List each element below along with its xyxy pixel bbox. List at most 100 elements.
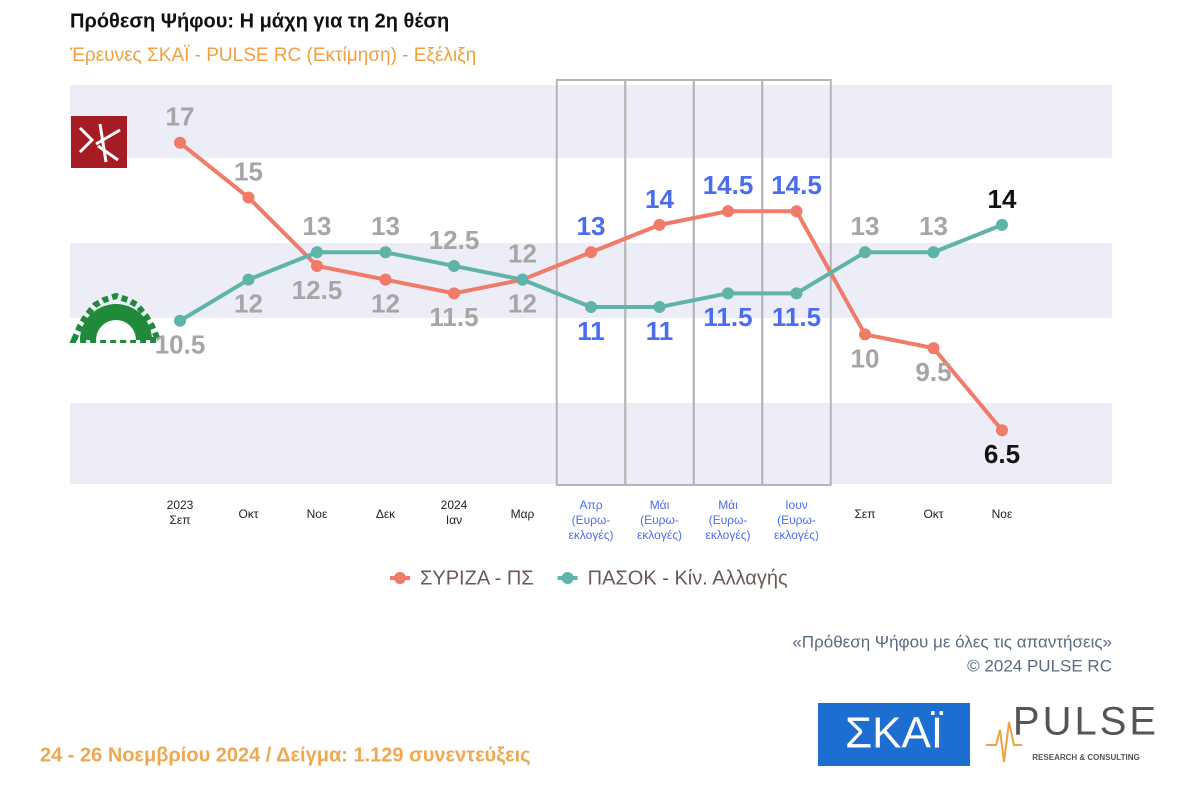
point <box>859 246 871 259</box>
x-tick-line: Νοε <box>307 507 328 521</box>
x-tick-line: Μάι <box>718 498 738 512</box>
point <box>311 259 323 272</box>
value-label: 12 <box>371 289 400 319</box>
x-tick-line: (Ευρω- <box>777 513 816 527</box>
x-tick-label: Δεκ <box>376 507 396 521</box>
x-tick-label: 2023 Σεπ <box>167 498 194 527</box>
value-label: 12.5 <box>292 275 343 305</box>
syriza-logo <box>71 116 127 168</box>
value-label: 13 <box>577 211 606 241</box>
note: © 2024 PULSE RC <box>967 656 1112 675</box>
legend-label: ΠΑΣΟΚ - Κίν. Αλλαγής <box>588 567 788 589</box>
x-tick-line: Οκτ <box>923 507 943 521</box>
value-label: 12 <box>508 289 537 319</box>
value-label: 9.5 <box>915 357 951 387</box>
legend-marker <box>394 572 406 584</box>
value-label: 12 <box>508 239 537 269</box>
x-tick-line: (Ευρω- <box>709 513 748 527</box>
point <box>790 287 803 300</box>
value-label: 13 <box>303 211 332 241</box>
x-tick-line: Οκτ <box>238 507 258 521</box>
point <box>996 218 1008 231</box>
x-tick-line: Σεπ <box>854 507 875 521</box>
point <box>311 246 323 259</box>
x-tick-line: εκλογές) <box>706 528 751 542</box>
x-tick-line: εκλογές) <box>774 528 819 542</box>
value-label: 12.5 <box>429 225 480 255</box>
pulse-icon <box>986 721 1022 763</box>
x-tick-label: Οκτ <box>923 507 943 521</box>
point <box>174 136 186 149</box>
logo-text: RESEARCH & CONSULTING <box>1032 753 1139 762</box>
skai-logo <box>818 703 970 766</box>
value-label: 17 <box>166 102 195 132</box>
value-label: 10.5 <box>155 330 206 360</box>
value-label: 14 <box>645 184 674 214</box>
value-label: 11.5 <box>703 302 752 332</box>
x-tick-label: Οκτ <box>238 507 258 521</box>
chart-title: Πρόθεση Ψήφου: Η μάχη για τη 2η θέση <box>70 10 449 32</box>
x-tick-line: (Ευρω- <box>640 513 679 527</box>
point <box>927 342 940 355</box>
legend-marker <box>561 572 574 584</box>
logo-text: PULSE <box>1013 700 1159 744</box>
logo-text: ΣΚΑΪ <box>845 709 944 758</box>
x-tick-line: Νοε <box>992 507 1013 521</box>
x-tick-line: εκλογές) <box>637 528 682 542</box>
x-tick-line: Σεπ <box>169 513 190 527</box>
point <box>516 273 529 286</box>
x-tick-line: Δεκ <box>376 507 396 521</box>
point <box>379 246 392 259</box>
note: «Πρόθεση Ψήφου με όλες τις απαντήσεις» <box>792 632 1112 651</box>
value-label: 13 <box>851 211 880 241</box>
point <box>722 205 734 218</box>
x-tick-label: Νοε <box>307 507 328 521</box>
point <box>174 314 186 327</box>
x-tick-line: (Ευρω- <box>572 513 611 527</box>
footer: 24 - 26 Νοεμβρίου 2024 / Δείγμα: 1.129 σ… <box>40 744 531 766</box>
x-tick-line: Μάι <box>650 498 670 512</box>
value-label: 10 <box>851 343 880 373</box>
point <box>859 328 871 341</box>
point <box>448 259 460 272</box>
value-label: 12 <box>234 289 263 319</box>
point <box>585 246 597 259</box>
point <box>448 287 460 300</box>
point <box>585 301 597 314</box>
x-tick-line: 2023 <box>167 498 194 512</box>
point <box>242 273 255 286</box>
value-label: 14.5 <box>771 170 822 200</box>
x-tick-label: Απρ (Ευρω-εκλογές) <box>569 498 614 542</box>
value-label: 14.5 <box>703 170 754 200</box>
value-label: 6.5 <box>984 439 1020 469</box>
x-tick-label: Ιουν (Ευρω-εκλογές) <box>774 498 819 542</box>
point <box>927 246 940 259</box>
x-tick-line: εκλογές) <box>569 528 614 542</box>
value-label: 14 <box>988 184 1017 214</box>
point <box>996 424 1008 437</box>
band <box>70 403 1112 484</box>
value-label: 13 <box>371 211 400 241</box>
point <box>653 218 666 231</box>
x-tick-label: 2024 Ιαν <box>441 498 468 527</box>
value-label: 11 <box>577 316 605 346</box>
x-tick-label: Σεπ <box>854 507 875 521</box>
x-tick-label: Νοε <box>992 507 1013 521</box>
x-tick-line: 2024 <box>441 498 468 512</box>
chart-subtitle: Έρευνες ΣΚΑΪ - PULSE RC (Εκτίμηση) - Εξέ… <box>69 45 476 66</box>
value-label: 11 <box>646 316 674 346</box>
period-box <box>761 79 832 486</box>
legend-label: ΣΥΡΙΖΑ - ΠΣ <box>420 567 534 589</box>
pasok-logo <box>69 292 163 343</box>
point <box>379 273 392 286</box>
x-tick-label: Μάι (Ευρω-εκλογές) <box>706 498 751 542</box>
value-label: 11.5 <box>772 302 821 332</box>
value-label: 11.5 <box>429 302 478 332</box>
point <box>790 205 803 218</box>
point <box>653 301 666 314</box>
x-tick-line: Ιαν <box>446 513 462 527</box>
value-label: 15 <box>234 156 263 186</box>
point <box>722 287 734 300</box>
value-label: 13 <box>919 211 948 241</box>
x-tick-label: Μαρ <box>511 507 535 521</box>
